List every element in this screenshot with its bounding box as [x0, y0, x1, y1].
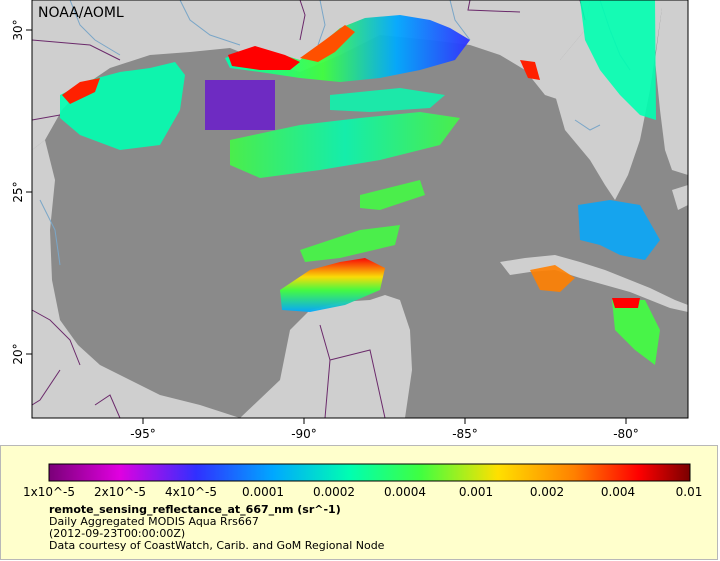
variable-name: remote_sensing_reflectance_at_667_nm (sr…	[49, 503, 341, 516]
colorbar-label: 0.001	[458, 485, 494, 499]
lon-tick-label: -85°	[452, 427, 478, 441]
lon-tick-label: -95°	[130, 427, 156, 441]
colorbar-gradient	[48, 463, 691, 482]
reflectance-data	[60, 0, 660, 365]
lat-tick-label: 30°	[11, 19, 25, 40]
lon-tick-label: -90°	[291, 427, 317, 441]
lat-tick-label: 20°	[11, 343, 25, 364]
colorbar-label: 0.01	[675, 485, 703, 499]
colorbar-label: 0.0004	[384, 485, 426, 499]
borders	[31, 0, 586, 419]
axis-ticks	[26, 29, 627, 424]
colorbar-label: 0.0002	[313, 485, 355, 499]
colorbar-label: 1x10^-5	[22, 485, 76, 499]
colorbar-label: 2x10^-5	[93, 485, 147, 499]
colorbar-label: 0.0001	[242, 485, 284, 499]
time-stamp: (2012-09-23T00:00:00Z)	[49, 527, 186, 540]
product-name: Daily Aggregated MODIS Aqua Rrs667	[49, 515, 259, 528]
colorbar	[48, 463, 691, 482]
colorbar-label: 4x10^-5	[164, 485, 218, 499]
map-frame	[31, 0, 689, 419]
colorbar-label: 0.002	[529, 485, 565, 499]
lat-tick-label: 25°	[11, 181, 25, 202]
legend-panel: 1x10^-5 2x10^-5 4x10^-5 0.0001 0.0002 0.…	[0, 445, 718, 560]
data-source: Data courtesy of CoastWatch, Carib. and …	[49, 539, 385, 552]
credit-label: NOAA/AOML	[38, 5, 124, 21]
lon-tick-label: -80°	[613, 427, 639, 441]
colorbar-label: 0.004	[600, 485, 636, 499]
